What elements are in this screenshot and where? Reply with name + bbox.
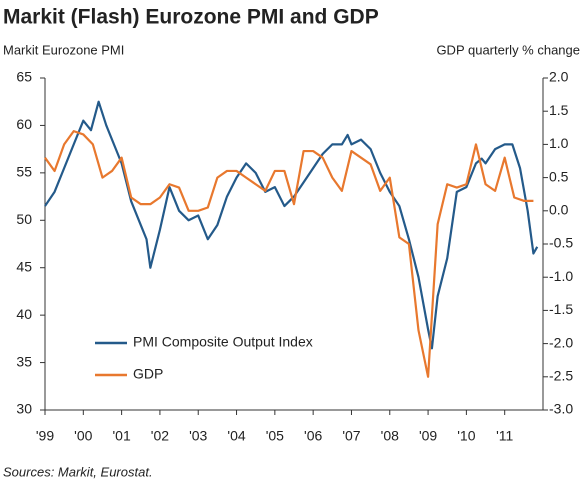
series-line bbox=[44, 130, 534, 378]
y-tick-label: 45 bbox=[16, 258, 32, 274]
y-tick-label: 35 bbox=[16, 353, 32, 369]
y2-tick-label: 1.0 bbox=[549, 135, 569, 151]
y-tick-label: 60 bbox=[16, 116, 32, 132]
chart-title: Markit (Flash) Eurozone PMI and GDP bbox=[3, 6, 379, 29]
x-tick-label: '00 bbox=[74, 428, 92, 444]
y-tick-label: 30 bbox=[16, 401, 32, 417]
y-tick-label: 65 bbox=[16, 69, 32, 85]
x-tick-label: '09 bbox=[419, 428, 437, 444]
x-tick-label: '02 bbox=[151, 428, 169, 444]
y2-tick-label: -2.5 bbox=[549, 368, 573, 384]
series-line bbox=[44, 100, 539, 350]
y-tick-label: 55 bbox=[16, 164, 32, 180]
legend-label: PMI Composite Output Index bbox=[133, 334, 313, 350]
x-tick-label: '07 bbox=[342, 428, 360, 444]
y2-tick-label: -2.0 bbox=[549, 334, 573, 350]
x-tick-label: '06 bbox=[304, 428, 322, 444]
y2-tick-label: -1.5 bbox=[549, 301, 573, 317]
y-tick-label: 40 bbox=[16, 306, 32, 322]
x-tick-label: '11 bbox=[496, 428, 513, 444]
x-tick-label: '05 bbox=[266, 428, 284, 444]
x-tick-label: '03 bbox=[189, 428, 207, 444]
x-tick-label: '04 bbox=[227, 428, 245, 444]
y-axis-label: Markit Eurozone PMI bbox=[3, 42, 124, 57]
y2-tick-label: 0.5 bbox=[549, 168, 569, 184]
y2-tick-label: -0.5 bbox=[549, 235, 573, 251]
source-note: Sources: Markit, Eurostat. bbox=[3, 464, 153, 479]
y2-tick-label: 1.5 bbox=[549, 102, 569, 118]
x-tick-label: '99 bbox=[36, 428, 54, 444]
y2-tick-label: -1.0 bbox=[549, 268, 573, 284]
y2-tick-label: 2.0 bbox=[549, 69, 569, 85]
y2-tick-label: 0.0 bbox=[549, 202, 569, 218]
y-tick-label: 50 bbox=[16, 211, 32, 227]
y2-tick-label: -3.0 bbox=[549, 401, 573, 417]
x-tick-label: '10 bbox=[457, 428, 475, 444]
legend-label: GDP bbox=[133, 366, 163, 382]
x-tick-label: '01 bbox=[112, 428, 130, 444]
x-tick-label: '08 bbox=[381, 428, 399, 444]
y2-axis-label: GDP quarterly % change bbox=[436, 42, 580, 57]
